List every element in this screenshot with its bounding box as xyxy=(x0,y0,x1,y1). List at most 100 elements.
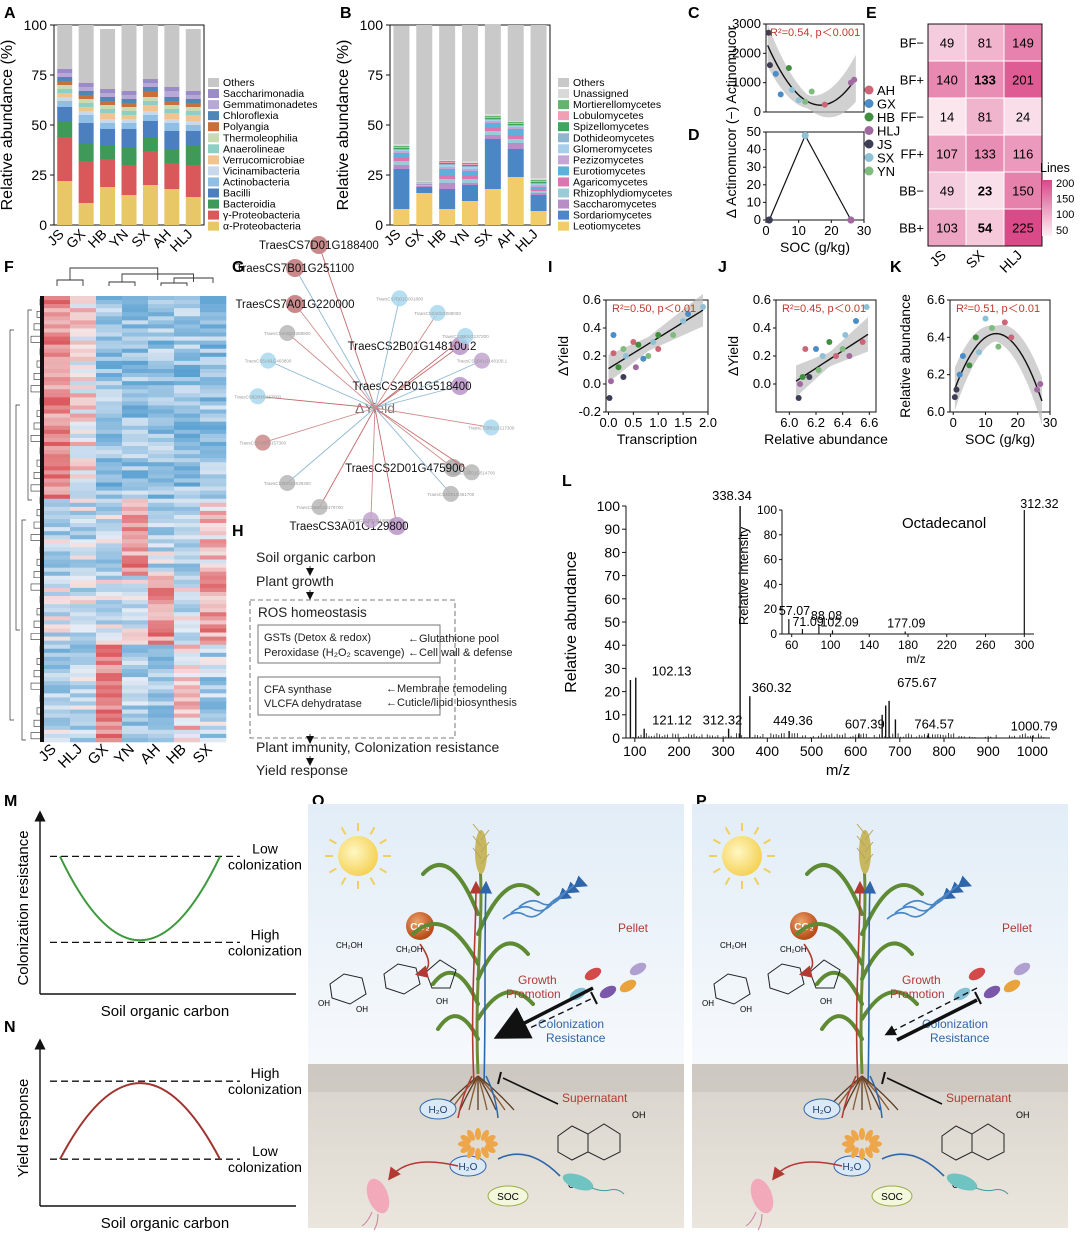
heat-cell xyxy=(96,579,123,585)
reference-label: Low xyxy=(252,840,279,856)
fungal-hypha xyxy=(467,1129,475,1141)
network-edge xyxy=(257,395,376,409)
heat-cell xyxy=(122,677,149,682)
heat-cell xyxy=(96,656,123,662)
heat-cell xyxy=(200,596,227,601)
heat-cell xyxy=(122,401,149,406)
heat-cell xyxy=(174,433,201,439)
y-tick-label: 30 xyxy=(604,660,620,676)
heat-cell xyxy=(96,677,123,682)
heat-cell xyxy=(44,624,71,629)
sun-ray xyxy=(369,877,376,886)
sugar-label: OH xyxy=(702,999,714,1008)
heat-cell xyxy=(96,417,123,422)
heat-cell xyxy=(44,644,71,650)
scatter-point xyxy=(1001,319,1008,326)
annotation: R²=0.45, p＜0.01 xyxy=(782,303,866,315)
heat-cell xyxy=(200,543,227,548)
heat-cell xyxy=(174,510,201,516)
heat-cell xyxy=(174,733,201,739)
fungal-hypha xyxy=(851,1147,859,1159)
inhibition-bar xyxy=(590,991,598,1005)
legend-label: Bacilli xyxy=(223,188,250,200)
network-node xyxy=(279,475,296,492)
heat-cell xyxy=(96,612,123,617)
bar-segment xyxy=(185,115,201,121)
heat-cell xyxy=(44,320,71,325)
bar-segment xyxy=(121,115,137,119)
heat-cell xyxy=(200,446,227,451)
scatter-point xyxy=(802,98,809,105)
heat-cell xyxy=(174,673,201,678)
h2o-label: H₂O xyxy=(429,1105,448,1116)
heat-cell xyxy=(44,405,71,410)
bar-segment xyxy=(100,159,116,187)
scatter-point xyxy=(982,315,989,322)
x-tick-label: GX xyxy=(401,225,427,251)
legend-title: Lines xyxy=(1040,161,1070,175)
inset-x-tick-label: 100 xyxy=(820,638,840,652)
heat-cell xyxy=(174,478,201,483)
h2o-label: H₂O xyxy=(843,1162,862,1173)
fungal-hypha xyxy=(868,1135,880,1143)
y-tick-label: 0.6 xyxy=(753,292,771,307)
col-label: SX xyxy=(963,246,988,271)
bar-segment xyxy=(439,165,456,167)
cell-value: 54 xyxy=(978,221,993,236)
heat-cell xyxy=(174,685,201,690)
heat-cell xyxy=(200,328,227,333)
bar-segment xyxy=(462,166,478,167)
legend-swatch xyxy=(208,133,219,143)
legend-tick: 100 xyxy=(1056,209,1074,221)
bar-segment xyxy=(530,191,547,193)
heat-cell xyxy=(174,441,201,447)
heat-cell xyxy=(122,648,149,654)
heat-cell xyxy=(148,300,175,305)
heat-cell xyxy=(96,660,123,666)
heat-cell xyxy=(70,725,97,731)
cell-value: 133 xyxy=(974,73,996,88)
heat-cell xyxy=(174,401,201,406)
heat-cell xyxy=(70,673,97,678)
heat-cell xyxy=(122,312,149,317)
bar-segment xyxy=(164,189,180,225)
heat-cell xyxy=(122,377,149,382)
y-tick-label: 0.4 xyxy=(753,320,771,335)
row-dendrogram xyxy=(33,571,42,579)
heat-cell xyxy=(148,450,175,455)
heat-cell xyxy=(44,425,71,431)
heat-cell xyxy=(122,490,149,495)
heat-cell xyxy=(200,677,227,682)
y-tick-label: 0 xyxy=(754,212,761,227)
y-tick-label: 100 xyxy=(597,498,621,514)
bar-segment xyxy=(142,185,158,225)
row-label: BB− xyxy=(899,184,924,199)
bar-segment xyxy=(100,145,116,159)
heat-cell xyxy=(70,474,97,479)
heat-cell xyxy=(96,640,123,645)
heat-cell xyxy=(96,514,123,520)
cell-value: 49 xyxy=(940,184,954,199)
wheat-awn xyxy=(472,823,482,835)
y-tick-label: 3000 xyxy=(732,16,761,31)
x-tick-label: 0.0 xyxy=(599,415,617,430)
bar-segment xyxy=(78,99,94,103)
heat-cell xyxy=(174,705,201,710)
legend-label: Vicinamibacteria xyxy=(223,165,300,177)
heat-cell xyxy=(70,591,97,597)
heat-cell xyxy=(122,551,149,556)
bar-segment xyxy=(142,91,158,97)
heat-cell xyxy=(200,519,227,524)
sugar-label: CH₂OH xyxy=(336,941,363,950)
heat-cell xyxy=(122,628,149,633)
bar-segment xyxy=(439,163,456,164)
x-tick-label: 2.0 xyxy=(699,415,717,430)
heat-cell xyxy=(70,737,97,743)
heat-cell xyxy=(174,308,201,313)
heat-cell xyxy=(70,652,97,658)
peak-label: 675.67 xyxy=(897,675,937,690)
heat-cell xyxy=(44,300,71,305)
row-dendrogram xyxy=(33,670,42,678)
